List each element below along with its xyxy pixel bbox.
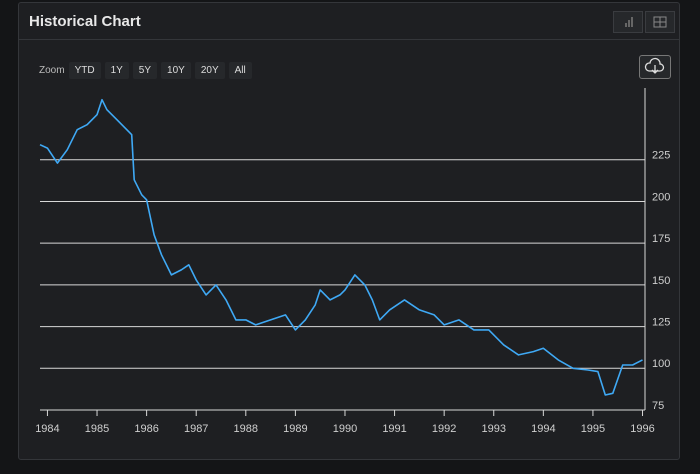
zoom-bar: Zoom YTD 1Y 5Y 10Y 20Y All bbox=[39, 62, 252, 79]
x-tick-label: 1994 bbox=[531, 423, 555, 435]
x-tick-label: 1992 bbox=[432, 423, 456, 435]
x-tick-label: 1986 bbox=[134, 423, 158, 435]
zoom-button[interactable]: 5Y bbox=[132, 62, 158, 79]
x-tick-label: 1987 bbox=[184, 423, 208, 435]
x-tick-label: 1984 bbox=[35, 423, 59, 435]
y-tick-label: 200 bbox=[652, 191, 670, 203]
table-view-button[interactable] bbox=[645, 11, 675, 33]
zoom-button[interactable]: All bbox=[228, 62, 252, 79]
x-tick-label: 1985 bbox=[85, 423, 109, 435]
y-tick-label: 175 bbox=[652, 233, 670, 245]
panel: Historical Chart Zoom YTD 1Y 5Y 10Y 20Y All bbox=[18, 2, 680, 460]
y-tick-label: 125 bbox=[652, 316, 670, 328]
download-icon bbox=[644, 57, 665, 74]
y-tick-label: 150 bbox=[652, 275, 670, 287]
y-tick-label: 100 bbox=[652, 358, 670, 370]
x-tick-label: 1995 bbox=[581, 423, 605, 435]
x-tick-label: 1991 bbox=[382, 423, 406, 435]
panel-title: Historical Chart bbox=[29, 13, 141, 30]
zoom-button[interactable]: 10Y bbox=[161, 62, 191, 79]
x-tick-label: 1996 bbox=[630, 423, 654, 435]
price-line bbox=[39, 98, 643, 396]
bar-icon bbox=[625, 17, 633, 27]
x-tick-label: 1993 bbox=[482, 423, 506, 435]
chart-view-button[interactable] bbox=[613, 11, 643, 33]
x-tick-label: 1989 bbox=[283, 423, 307, 435]
table-icon bbox=[653, 16, 667, 28]
zoom-button[interactable]: 1Y bbox=[104, 62, 129, 79]
zoom-label: Zoom bbox=[39, 65, 65, 76]
x-tick-label: 1988 bbox=[234, 423, 258, 435]
x-tick-label: 1990 bbox=[333, 423, 357, 435]
y-tick-label: 225 bbox=[652, 150, 670, 162]
zoom-button[interactable]: YTD bbox=[68, 62, 101, 79]
download-button[interactable] bbox=[639, 55, 671, 79]
y-tick-label: 75 bbox=[652, 400, 664, 412]
separator bbox=[19, 39, 679, 40]
zoom-button[interactable]: 20Y bbox=[194, 62, 225, 79]
